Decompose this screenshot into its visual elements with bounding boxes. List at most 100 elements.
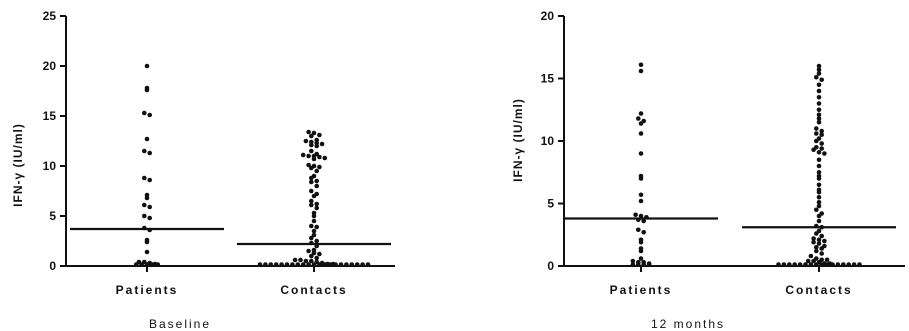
data-point [306,248,311,254]
data-point [808,253,814,259]
data-point [147,177,152,183]
data-point [142,213,147,219]
data-point [317,164,322,170]
data-point [819,141,824,146]
data-point [314,205,320,211]
data-point [630,262,636,267]
data-point [360,262,365,267]
data-point [314,143,320,149]
data-point [819,233,824,239]
data-point [147,215,152,221]
axes-12-months: 0 5 10 15 20 [541,9,905,273]
data-point [322,155,328,161]
data-point [257,262,263,267]
data-point [303,138,309,144]
data-point [638,62,644,68]
panel-caption-baseline: Baseline [149,317,211,331]
data-point [816,169,822,175]
data-point [298,257,303,263]
data-point [314,201,320,207]
data-point [309,258,314,264]
data-point [638,213,644,219]
data-point [150,262,155,267]
data-point [309,133,314,139]
data-point [311,250,317,256]
data-point [338,262,344,267]
data-point [309,142,314,148]
data-point [816,67,822,73]
data-point [638,68,644,74]
data-point [814,262,819,267]
panel-12-months: IFN-γ (IU/ml) Patients Contacts 12 month… [511,9,905,331]
data-point [292,257,298,263]
data-point [142,175,147,181]
data-point [822,238,827,244]
data-point [333,262,338,267]
data-point [857,262,862,267]
data-point [314,224,320,230]
data-point [314,238,320,244]
y-tick-label: 15 [541,72,555,86]
data-point [309,235,314,241]
data-point [641,229,646,235]
data-point [144,63,150,69]
marks-12-months [564,62,896,267]
y-tick-label: 20 [43,59,57,73]
data-point [284,262,290,267]
data-point [263,262,268,267]
data-point [300,262,306,267]
category-label-contacts-baseline: Contacts [280,283,347,297]
data-point [144,262,150,267]
data-point [309,175,314,181]
data-point [803,262,808,267]
axes-baseline: 0 5 10 15 20 25 [43,9,395,273]
data-point [309,253,314,259]
data-point [311,262,317,267]
data-point [816,157,822,163]
data-point [144,195,150,201]
data-point [344,262,349,267]
data-point [306,129,311,135]
data-point [816,182,822,188]
data-point [811,258,816,264]
data-point [311,232,317,238]
data-point [792,262,797,267]
data-point [638,151,644,156]
data-point [309,198,314,204]
y-tick-label: 20 [541,9,555,23]
data-point [819,262,824,267]
data-point [311,213,317,219]
data-point [317,154,322,160]
data-point [805,258,811,264]
data-point [811,239,816,245]
data-point [273,262,279,267]
data-point [303,258,309,264]
data-point [816,218,822,224]
data-point [633,212,638,218]
data-point [306,262,311,267]
data-point [142,202,147,208]
y-tick-label: 25 [43,9,57,23]
data-point [144,249,150,255]
data-point [776,262,781,267]
y-tick-label: 15 [43,109,57,123]
data-point [144,239,150,245]
y-tick-label: 0 [49,259,56,273]
data-point [808,262,814,267]
data-point [311,130,317,136]
data-point [841,262,846,267]
data-point [816,94,822,100]
data-point [811,236,816,241]
data-point [816,82,822,88]
data-point [306,162,311,168]
data-point [787,262,792,267]
data-point [816,241,822,246]
data-point [139,262,144,267]
data-point [311,156,317,162]
data-point [816,194,822,200]
data-point [354,262,360,267]
data-point [814,244,819,250]
panel-baseline: IFN-γ (IU/ml) Patients Contacts Baseline… [11,9,395,331]
data-point [816,149,822,155]
data-point [327,262,333,267]
